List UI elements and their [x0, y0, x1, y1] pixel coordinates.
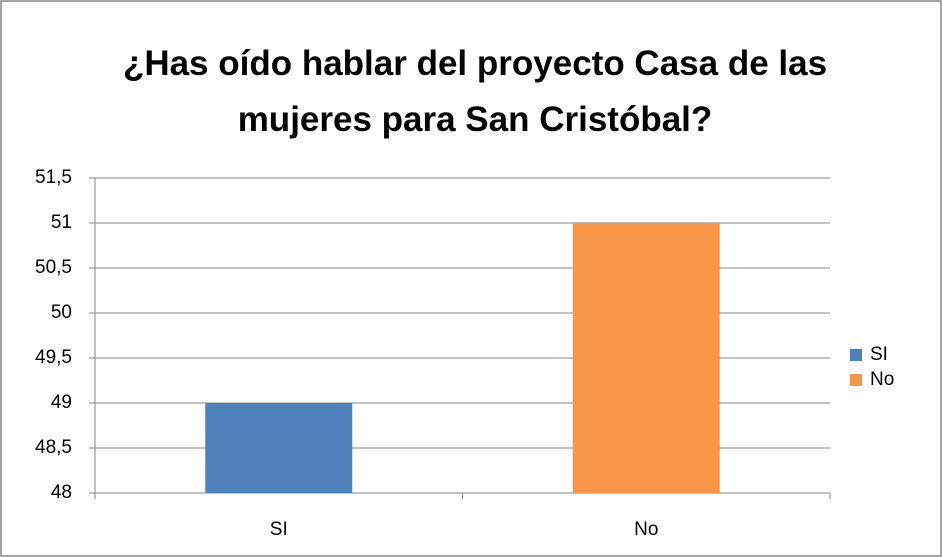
- y-tick-label: 50,5: [35, 257, 72, 278]
- y-tick-label: 49: [51, 392, 72, 413]
- legend-swatch: [850, 374, 862, 386]
- legend-label: SI: [870, 344, 888, 365]
- legend-swatch: [850, 349, 862, 361]
- legend-label: No: [870, 369, 894, 390]
- x-tick-label: SI: [270, 519, 288, 540]
- y-tick-label: 51: [51, 212, 72, 233]
- y-tick-label: 51,5: [35, 167, 72, 188]
- y-tick-label: 48: [51, 482, 72, 503]
- bar: [572, 223, 720, 493]
- x-tick-label: No: [634, 519, 658, 540]
- y-tick-label: 48,5: [35, 437, 72, 458]
- y-tick-label: 49,5: [35, 347, 72, 368]
- bar: [205, 403, 353, 493]
- chart-title: ¿Has oído hablar del proyecto Casa de la…: [122, 44, 828, 139]
- y-tick-label: 50: [51, 302, 72, 323]
